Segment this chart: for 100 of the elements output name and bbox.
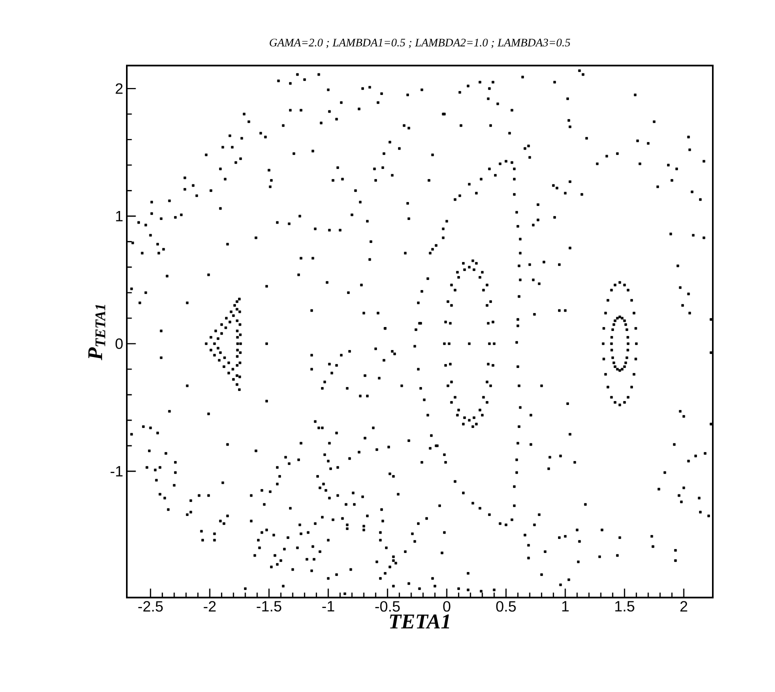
- point: [486, 362, 490, 366]
- point: [454, 288, 456, 292]
- point: [610, 288, 613, 292]
- point: [236, 383, 238, 386]
- point: [236, 374, 238, 377]
- point: [620, 368, 624, 371]
- point: [610, 396, 613, 399]
- point: [478, 408, 482, 412]
- point: [486, 284, 488, 286]
- point: [448, 342, 450, 345]
- point: [486, 401, 488, 404]
- point: [238, 310, 242, 314]
- point: [618, 316, 622, 318]
- point: [449, 322, 452, 325]
- point: [602, 358, 606, 360]
- point: [626, 342, 630, 345]
- point: [232, 368, 234, 371]
- point: [620, 316, 624, 320]
- point: [606, 299, 610, 302]
- point: [623, 319, 626, 322]
- point: [446, 300, 450, 303]
- point: [468, 266, 471, 268]
- point: [456, 270, 459, 274]
- x-tick-label: 2: [680, 601, 688, 612]
- point: [216, 337, 220, 340]
- point: [630, 299, 633, 302]
- point: [204, 342, 208, 345]
- point: [604, 373, 607, 376]
- point: [624, 323, 628, 326]
- point: [626, 348, 630, 352]
- point: [456, 414, 459, 416]
- point: [632, 373, 636, 376]
- point: [214, 330, 217, 332]
- point: [492, 364, 494, 367]
- y-tick-label: 1: [116, 210, 123, 222]
- point: [482, 396, 485, 399]
- point: [614, 284, 616, 286]
- point: [220, 323, 223, 326]
- point: [450, 284, 453, 286]
- point: [224, 326, 228, 330]
- point: [612, 323, 616, 326]
- point: [472, 416, 476, 419]
- x-tick-label: 1.5: [615, 601, 634, 612]
- point: [602, 327, 606, 330]
- point: [213, 342, 216, 345]
- point: [457, 408, 460, 412]
- point: [634, 358, 638, 360]
- point: [463, 416, 466, 419]
- point: [616, 316, 619, 320]
- point: [492, 342, 496, 345]
- point: [213, 354, 216, 356]
- point: [472, 268, 476, 271]
- point: [228, 320, 232, 324]
- point: [630, 386, 633, 388]
- point: [236, 342, 239, 345]
- point: [614, 365, 616, 368]
- point: [472, 259, 474, 262]
- point: [223, 356, 226, 360]
- point: [444, 364, 447, 367]
- point: [463, 268, 466, 271]
- point: [238, 362, 242, 364]
- x-tick-label: -2.5: [138, 601, 163, 612]
- point: [602, 342, 604, 345]
- point: [225, 316, 228, 320]
- point: [486, 304, 488, 307]
- point: [216, 346, 220, 350]
- point: [236, 300, 238, 303]
- point: [210, 348, 212, 352]
- point: [232, 378, 235, 381]
- point: [462, 262, 465, 265]
- point: [236, 364, 238, 367]
- point: [635, 342, 638, 345]
- x-tick-label: -1: [322, 601, 334, 612]
- point: [612, 362, 616, 364]
- point: [611, 356, 614, 360]
- point: [618, 281, 622, 284]
- point: [236, 308, 238, 311]
- point: [626, 328, 628, 331]
- point: [606, 386, 610, 388]
- point: [475, 262, 478, 265]
- point: [230, 310, 232, 314]
- point: [482, 288, 485, 292]
- point: [614, 319, 616, 322]
- point: [623, 365, 626, 368]
- point: [489, 300, 492, 303]
- point: [481, 414, 484, 416]
- x-axis-title: TETA1: [390, 614, 450, 628]
- point: [232, 314, 235, 317]
- point: [454, 396, 456, 399]
- point: [478, 276, 482, 279]
- point: [450, 380, 453, 384]
- point: [218, 358, 221, 362]
- point: [468, 418, 471, 422]
- point: [227, 362, 230, 364]
- point: [634, 327, 638, 330]
- point: [227, 372, 230, 374]
- point: [486, 322, 490, 325]
- point: [443, 342, 446, 345]
- point: [610, 342, 613, 345]
- point: [220, 332, 223, 335]
